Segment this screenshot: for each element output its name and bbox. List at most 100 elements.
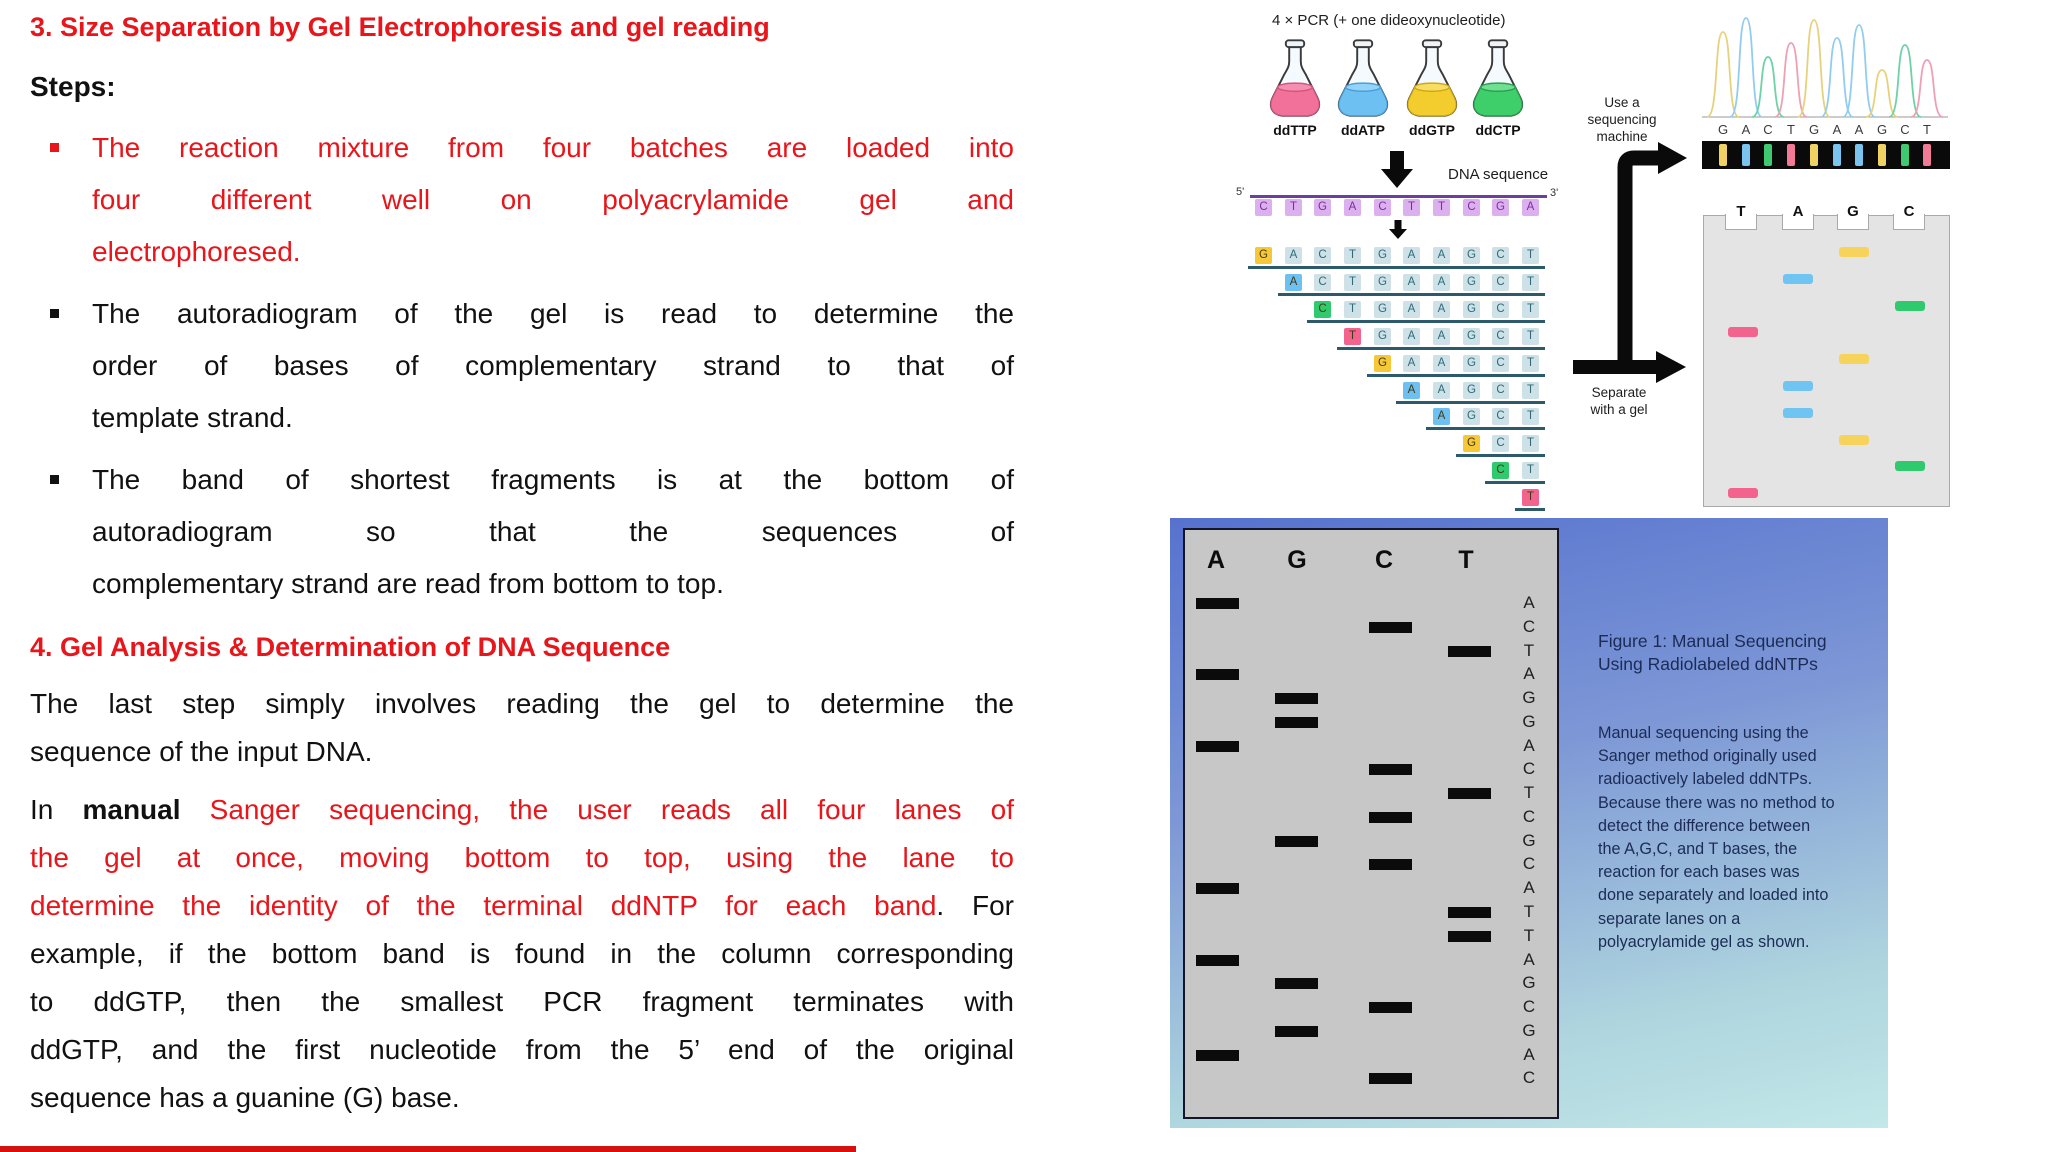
ladder-base-box: G	[1463, 247, 1480, 264]
bullet-square-icon	[50, 475, 59, 484]
readout-stripe	[1719, 144, 1727, 166]
gel-lane-label: C	[1903, 203, 1915, 220]
bullet-line: electrophoresed.	[92, 236, 301, 267]
paragraph-line: sequence of the input DNA.	[30, 736, 373, 767]
autoradiogram-band	[1196, 955, 1239, 966]
sequence-letter: A	[1523, 878, 1535, 897]
sequence-letter: C	[1522, 759, 1536, 778]
paragraph-manual-sequencing: In manual Sanger sequencing, the user re…	[30, 786, 1014, 1122]
bullet-line: four different well on polyacrylamide ge…	[92, 184, 1014, 215]
ladder-base-box: A	[1403, 301, 1420, 318]
template-base-box: T	[1433, 199, 1450, 216]
readout-stripe	[1833, 144, 1841, 166]
lane-label: C	[1374, 546, 1394, 574]
bullet-square-icon	[50, 309, 59, 318]
flask-icon	[1406, 39, 1458, 117]
ladder-base-box: C	[1492, 435, 1509, 452]
flask	[1403, 38, 1461, 120]
bullet-line: The reaction mixture from four batches a…	[92, 132, 1014, 163]
section4-title: 4. Gel Analysis & Determination of DNA S…	[30, 632, 671, 662]
ladder-base-box: G	[1463, 435, 1480, 452]
paragraph-line: In manual Sanger sequencing, the user re…	[30, 786, 1014, 834]
sequence-letter: A	[1523, 593, 1535, 612]
paragraph-line: ddGTP, and the first nucleotide from the…	[30, 1026, 1014, 1074]
down-arrow-icon	[1381, 151, 1413, 188]
chromatogram-letter: C	[1900, 122, 1910, 137]
flask-label: ddTTP	[1273, 122, 1317, 138]
gel-plate	[1703, 215, 1950, 507]
sequence-letter: A	[1523, 664, 1535, 683]
gel-lane-label: T	[1736, 203, 1746, 220]
template-base-box: A	[1522, 199, 1539, 216]
gel-lane-label: G	[1847, 203, 1859, 220]
autoradiogram-band	[1275, 717, 1318, 728]
sequence-letter: T	[1523, 926, 1535, 945]
chromatogram-letter: T	[1923, 122, 1931, 137]
ladder-base-box: T	[1522, 462, 1539, 479]
gel-band	[1728, 488, 1758, 498]
ladder-base-box: T	[1522, 247, 1539, 264]
paragraph-line: example, if the bottom band is found in …	[30, 930, 1014, 978]
sequence-letter: C	[1522, 807, 1536, 826]
flask	[1266, 38, 1324, 120]
bullet-line: autoradiogram so that the sequences of	[92, 516, 1014, 547]
ladder-underline	[1456, 454, 1545, 457]
ladder-base-box: T	[1522, 435, 1539, 452]
text-segment: manual	[82, 794, 181, 825]
autoradiogram-band	[1275, 836, 1318, 847]
readout-stripe	[1901, 144, 1909, 166]
five-prime-label: 5'	[1236, 186, 1245, 198]
autoradiogram-band	[1448, 646, 1491, 657]
ladder-base-box: C	[1492, 382, 1509, 399]
template-base-box: C	[1374, 199, 1391, 216]
ladder-base-box: A	[1285, 247, 1302, 264]
gel-well	[1782, 214, 1814, 230]
flask	[1334, 38, 1392, 120]
readout-stripe	[1923, 144, 1931, 166]
paragraph-line: The last step simply involves reading th…	[30, 688, 1014, 719]
readout-stripe	[1810, 144, 1818, 166]
gel-band	[1839, 354, 1869, 364]
chromatogram-peak	[1797, 19, 1831, 118]
autoradiogram-gel	[1183, 528, 1559, 1119]
ladder-base-box: C	[1314, 301, 1331, 318]
template-base-box: T	[1403, 199, 1420, 216]
text-segment	[181, 794, 210, 825]
ladder-base-box: G	[1255, 247, 1272, 264]
readout-stripe	[1878, 144, 1886, 166]
template-base-box: C	[1463, 199, 1480, 216]
chromatogram-letter: A	[1832, 122, 1842, 137]
ladder-base-box: C	[1492, 462, 1509, 479]
sequence-letter: G	[1522, 831, 1536, 850]
gel-lane-label: A	[1792, 203, 1804, 220]
section3-title: 3. Size Separation by Gel Electrophoresi…	[30, 12, 770, 42]
bullet-line: complementary strand are read from botto…	[92, 568, 724, 599]
sequencer-readout-bar	[1702, 141, 1950, 169]
sequence-letter: G	[1522, 688, 1536, 707]
chromatogram-peak	[1910, 59, 1944, 118]
gel-band	[1839, 247, 1869, 257]
autoradiogram-band	[1275, 693, 1318, 704]
text-segment: Sanger sequencing, the user reads all fo…	[209, 794, 1014, 825]
gel-well	[1837, 214, 1869, 230]
autoradiogram-band	[1369, 764, 1412, 775]
template-base-box: G	[1492, 199, 1509, 216]
ladder-base-box: T	[1522, 382, 1539, 399]
ladder-base-box: C	[1492, 328, 1509, 345]
ladder-base-box: G	[1463, 301, 1480, 318]
chromatogram	[1702, 17, 1948, 118]
ladder-underline	[1515, 508, 1545, 511]
gel-band	[1895, 461, 1925, 471]
sequence-letter: G	[1522, 712, 1536, 731]
chromatogram-peak	[1865, 69, 1899, 118]
ladder-base-box: T	[1522, 274, 1539, 291]
flow-arrows-icon	[1573, 142, 1687, 383]
autoradiogram-band	[1448, 907, 1491, 918]
bullet-line: The band of shortest fragments is at the…	[92, 464, 1014, 495]
ladder-base-box: C	[1492, 408, 1509, 425]
readout-stripe	[1742, 144, 1750, 166]
sequence-letter: C	[1522, 617, 1536, 636]
bullet-line: order of bases of complementary strand t…	[92, 350, 1014, 381]
sequence-letter: G	[1522, 1021, 1536, 1040]
